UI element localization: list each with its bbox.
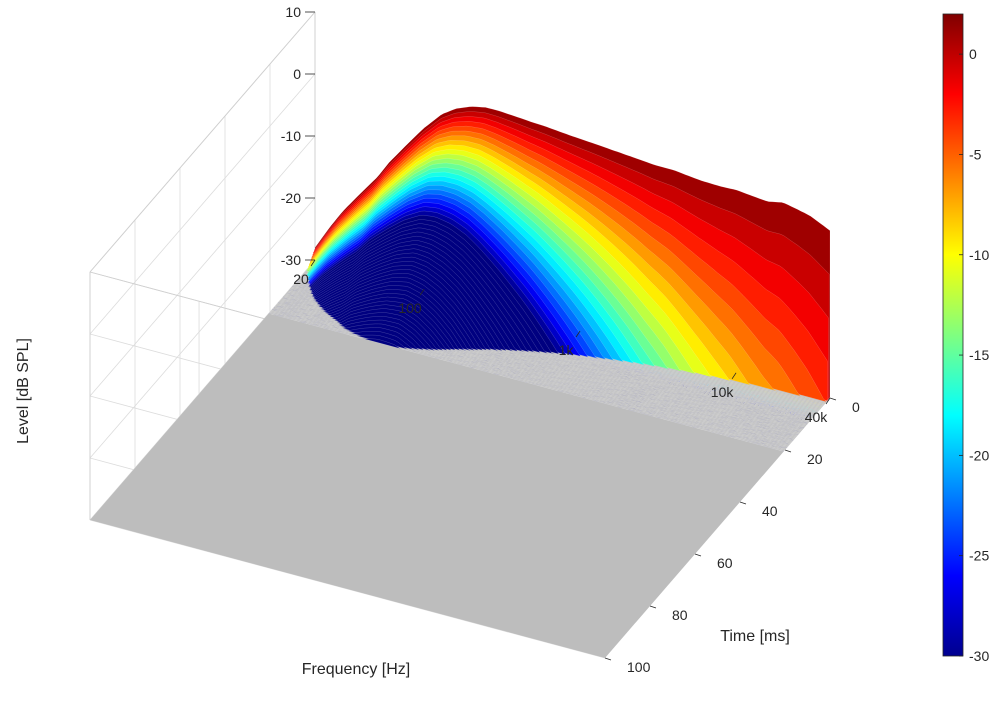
y-tick-mark [829, 397, 837, 401]
waterfall-slice [272, 308, 789, 447]
colorbar-ticks: 0 -5 -10 -15 -20 -25 -30 [959, 46, 989, 664]
x-tick-mark [310, 259, 316, 267]
z-tick-label: -10 [281, 128, 301, 144]
y-tick-label: 0 [852, 399, 860, 415]
colorbar-tick-label: -30 [969, 648, 989, 664]
y-tick-label: 60 [717, 555, 733, 571]
x-tick-mark [731, 372, 737, 380]
z-tick-label: 10 [285, 4, 301, 20]
x-tick-label: 1k [559, 342, 575, 358]
y-tick-mark [604, 657, 612, 661]
waterfall-slice [274, 305, 792, 445]
colorbar: 0 -5 -10 -15 -20 -25 -30 [942, 13, 989, 664]
z-tick-label: 0 [293, 66, 301, 82]
y-tick-label: 40 [762, 503, 778, 519]
colorbar-tick-label: -15 [969, 347, 989, 363]
colorbar-tick-label: -25 [969, 548, 989, 564]
y-tick-mark [649, 605, 657, 609]
x-tick-mark [825, 397, 831, 405]
colorbar-gradient [942, 13, 964, 657]
colorbar-tick-label: -20 [969, 447, 989, 463]
x-tick-label: 100 [398, 300, 422, 316]
y-tick-mark [784, 449, 792, 453]
grid-line [89, 73, 316, 335]
x-tick-label: 20 [293, 271, 309, 287]
x-tick-label: 10k [711, 384, 735, 400]
waterfall-slice [268, 313, 785, 452]
waterfall-slice [275, 304, 793, 443]
z-tick-label: -30 [281, 252, 301, 268]
x-tick-mark [575, 330, 581, 338]
colorbar-tick-label: 0 [969, 46, 977, 62]
colorbar-tick-label: -5 [969, 146, 982, 162]
waterfall-slice [269, 311, 787, 450]
z-axis-label: Level [dB SPL] [15, 338, 32, 444]
x-axis-label: Frequency [Hz] [302, 661, 410, 678]
colorbar-tick-label: -10 [969, 247, 989, 263]
waterfall-slices [268, 106, 831, 452]
y-axis-label: Time [ms] [720, 628, 790, 645]
y-tick-mark [694, 553, 702, 557]
grid-line [89, 197, 316, 459]
y-tick-label: 80 [672, 607, 688, 623]
x-tick-mark [419, 288, 425, 296]
y-tick-label: 20 [807, 451, 823, 467]
x-tick-label: 40k [805, 409, 829, 425]
axes-edge [89, 11, 316, 273]
grid-line [89, 135, 316, 397]
z-tick-label: -20 [281, 190, 301, 206]
y-tick-mark [739, 501, 747, 505]
y-tick-label: 100 [627, 659, 651, 675]
waterfall-slice [269, 312, 785, 451]
